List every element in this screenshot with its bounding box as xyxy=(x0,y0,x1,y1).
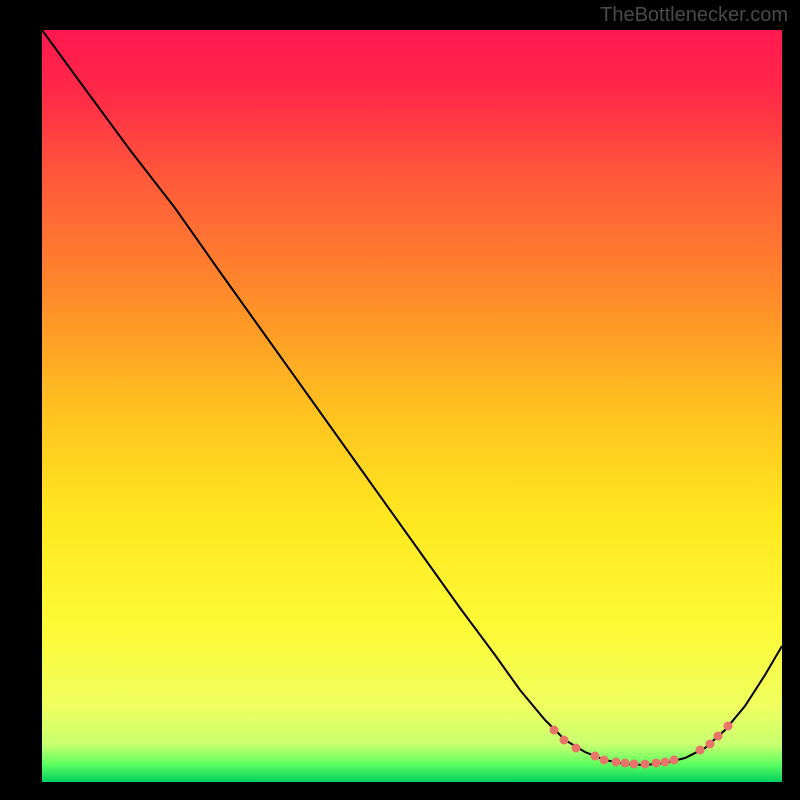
watermark-text: TheBottlenecker.com xyxy=(600,4,788,27)
chart-container: TheBottlenecker.com xyxy=(0,0,800,800)
plot-background xyxy=(42,30,782,782)
chart-svg-bg xyxy=(0,0,800,800)
